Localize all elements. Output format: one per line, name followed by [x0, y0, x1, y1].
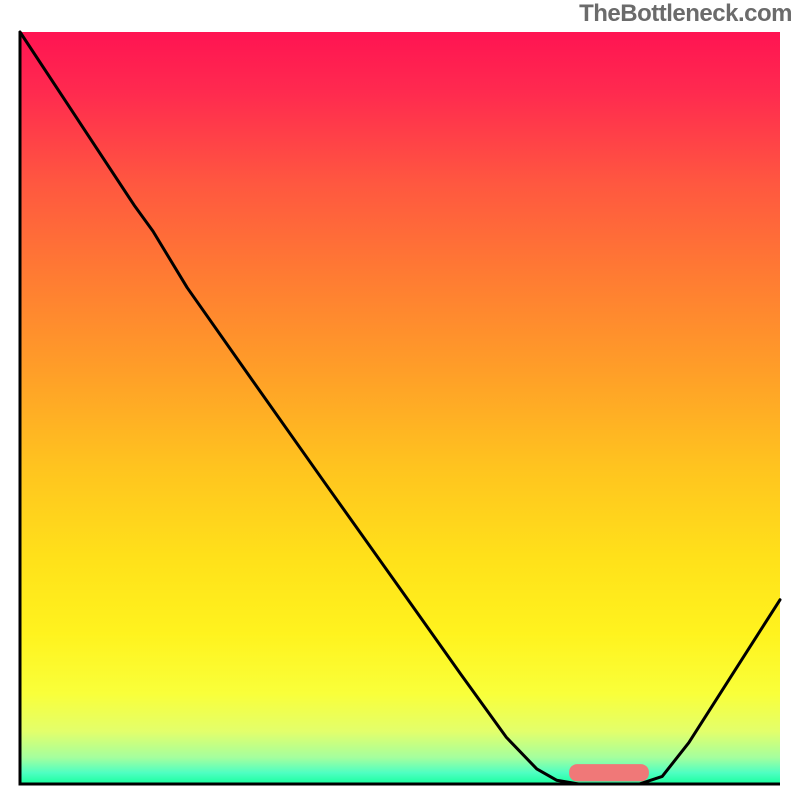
chart-svg	[0, 0, 800, 800]
watermark-text: TheBottleneck.com	[579, 0, 792, 28]
plot-background	[20, 32, 780, 784]
optimal-range-marker	[569, 764, 649, 781]
bottleneck-chart: TheBottleneck.com	[0, 0, 800, 800]
